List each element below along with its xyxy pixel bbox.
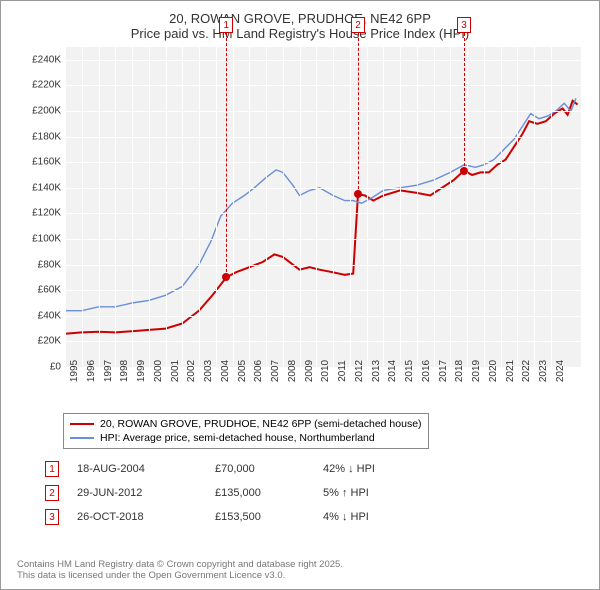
x-axis-label: 2013 — [371, 360, 382, 382]
attribution: Contains HM Land Registry data © Crown c… — [17, 559, 343, 581]
x-axis-label: 2019 — [471, 360, 482, 382]
series-line — [65, 98, 576, 311]
y-axis-label: £80K — [23, 259, 61, 270]
sale-index-box: 2 — [45, 485, 59, 501]
x-axis-label: 1997 — [103, 360, 114, 382]
x-axis-label: 1998 — [119, 360, 130, 382]
legend-row: HPI: Average price, semi-detached house,… — [70, 431, 422, 445]
sales-row: 2 29-JUN-2012 £135,000 5% ↑ HPI — [45, 481, 583, 505]
x-axis-label: 2004 — [220, 360, 231, 382]
footer-line1: Contains HM Land Registry data © Crown c… — [17, 559, 343, 570]
x-axis-label: 2000 — [153, 360, 164, 382]
sales-table: 1 18-AUG-2004 £70,000 42% ↓ HPI 2 29-JUN-2012… — [45, 457, 583, 529]
x-axis-label: 2021 — [505, 360, 516, 382]
sale-date: 29-JUN-2012 — [77, 487, 197, 499]
legend-swatch — [70, 437, 94, 438]
legend-box: 20, ROWAN GROVE, PRUDHOE, NE42 6PP (semi… — [63, 413, 429, 449]
sale-diff: 5% ↑ HPI — [323, 487, 413, 499]
sale-date: 18-AUG-2004 — [77, 463, 197, 475]
x-axis-label: 1999 — [136, 360, 147, 382]
y-axis-label: £100K — [23, 234, 61, 245]
x-axis-label: 2010 — [320, 360, 331, 382]
x-axis-label: 2023 — [538, 360, 549, 382]
legend-label: HPI: Average price, semi-detached house,… — [100, 432, 375, 444]
y-axis-label: £160K — [23, 157, 61, 168]
sale-index-box: 3 — [45, 509, 59, 525]
sale-diff: 4% ↓ HPI — [323, 511, 413, 523]
line-canvas — [65, 47, 581, 367]
x-axis-label: 2007 — [270, 360, 281, 382]
y-axis-label: £180K — [23, 131, 61, 142]
x-axis-label: 2016 — [421, 360, 432, 382]
sales-row: 1 18-AUG-2004 £70,000 42% ↓ HPI — [45, 457, 583, 481]
x-axis-label: 2009 — [304, 360, 315, 382]
x-axis-label: 1995 — [69, 360, 80, 382]
sale-price: £70,000 — [215, 463, 305, 475]
footer-line2: This data is licensed under the Open Gov… — [17, 570, 343, 581]
sale-index-box: 1 — [45, 461, 59, 477]
sale-price: £153,500 — [215, 511, 305, 523]
x-axis-label: 2012 — [354, 360, 365, 382]
x-axis-label: 2022 — [521, 360, 532, 382]
x-axis-label: 2006 — [253, 360, 264, 382]
legend-label: 20, ROWAN GROVE, PRUDHOE, NE42 6PP (semi… — [100, 418, 422, 430]
x-axis-label: 2002 — [186, 360, 197, 382]
x-axis-label: 2024 — [555, 360, 566, 382]
x-axis-label: 2015 — [404, 360, 415, 382]
x-axis-label: 2008 — [287, 360, 298, 382]
sale-marker: 1 — [219, 17, 233, 33]
x-axis-label: 2017 — [438, 360, 449, 382]
plot-background — [65, 47, 581, 367]
title-line2: Price paid vs. HM Land Registry's House … — [17, 26, 583, 41]
chart-area: £0 £20K £40K £60K £80K £100K £120K £140K £160K £1… — [21, 47, 581, 407]
y-axis-label: £200K — [23, 106, 61, 117]
y-axis-label: £120K — [23, 208, 61, 219]
y-axis-label: £0 — [23, 362, 61, 373]
y-axis-label: £220K — [23, 80, 61, 91]
sale-marker: 3 — [457, 17, 471, 33]
y-axis-label: £20K — [23, 336, 61, 347]
sale-price: £135,000 — [215, 487, 305, 499]
x-axis-label: 2018 — [454, 360, 465, 382]
chart-card: 20, ROWAN GROVE, PRUDHOE, NE42 6PP Price… — [0, 0, 600, 590]
sale-marker: 2 — [351, 17, 365, 33]
x-axis-label: 2003 — [203, 360, 214, 382]
sale-diff: 42% ↓ HPI — [323, 463, 413, 475]
legend-row: 20, ROWAN GROVE, PRUDHOE, NE42 6PP (semi… — [70, 417, 422, 431]
x-axis-label: 1996 — [86, 360, 97, 382]
x-axis-label: 2011 — [337, 360, 348, 382]
y-axis-label: £240K — [23, 54, 61, 65]
x-axis-label: 2014 — [387, 360, 398, 382]
x-axis-label: 2001 — [170, 360, 181, 382]
y-axis-label: £60K — [23, 285, 61, 296]
legend-swatch — [70, 423, 94, 425]
sale-date: 26-OCT-2018 — [77, 511, 197, 523]
title-line1: 20, ROWAN GROVE, PRUDHOE, NE42 6PP — [17, 11, 583, 26]
x-axis-label: 2005 — [237, 360, 248, 382]
y-axis-label: £140K — [23, 182, 61, 193]
x-axis-label: 2020 — [488, 360, 499, 382]
y-axis-label: £40K — [23, 310, 61, 321]
sales-row: 3 26-OCT-2018 £153,500 4% ↓ HPI — [45, 505, 583, 529]
